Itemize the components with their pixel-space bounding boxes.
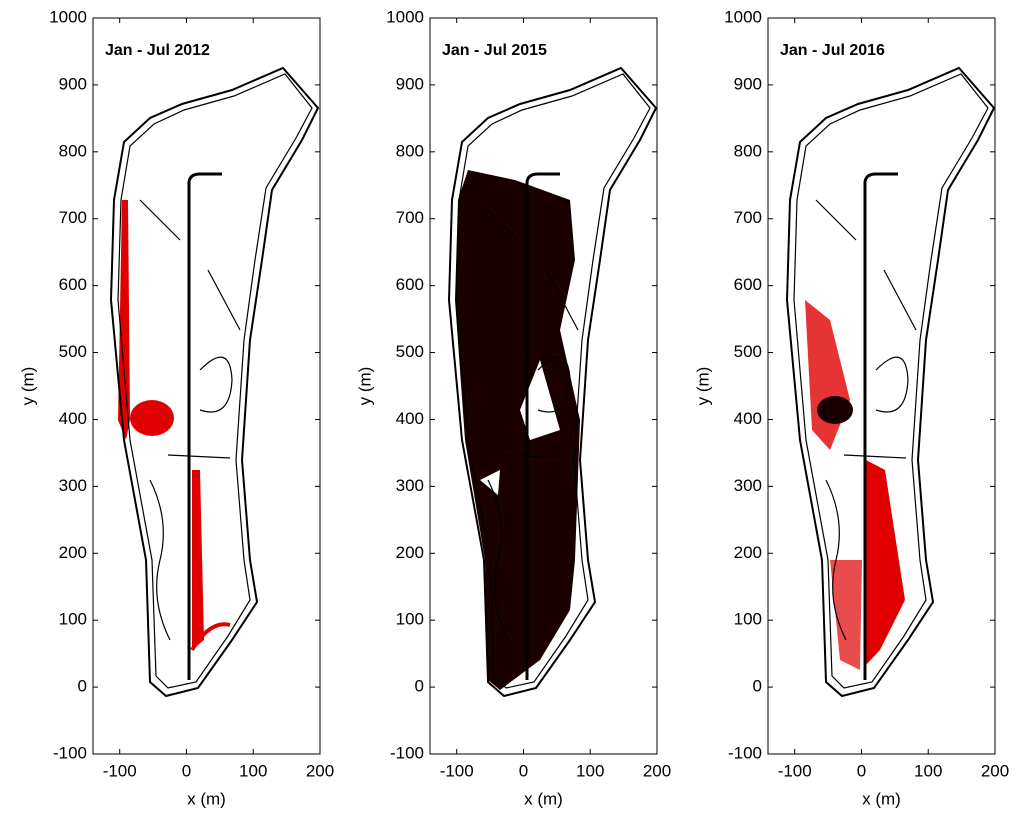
y-tick-label: 800 xyxy=(59,141,87,160)
y-tick-label: 400 xyxy=(59,409,87,428)
x-tick-label: -100 xyxy=(103,761,137,780)
plot-frame xyxy=(429,17,658,755)
x-tick-label: 0 xyxy=(182,761,191,780)
x-tick-label: 200 xyxy=(981,761,1009,780)
plot-frame xyxy=(767,17,996,755)
y-tick-label: 1000 xyxy=(386,7,424,26)
y-tick-label: 0 xyxy=(753,677,762,696)
y-tick-label: 200 xyxy=(396,543,424,562)
x-axis-label: x (m) xyxy=(187,789,226,808)
y-tick-label: -100 xyxy=(53,743,87,762)
plot-frame xyxy=(92,17,321,755)
panel-2016-fill xyxy=(805,300,905,670)
panel-2015-fill xyxy=(455,170,580,690)
y-axis-label: y (m) xyxy=(355,367,374,406)
x-axis-label: x (m) xyxy=(862,789,901,808)
y-tick-label: 500 xyxy=(396,342,424,361)
y-tick-label: 500 xyxy=(734,342,762,361)
x-tick-label: 100 xyxy=(576,761,604,780)
x-tick-label: -100 xyxy=(778,761,812,780)
x-tick-label: 200 xyxy=(306,761,334,780)
panel-title: Jan - Jul 2016 xyxy=(780,42,885,59)
y-tick-label: 300 xyxy=(734,476,762,495)
island-outline xyxy=(109,66,320,698)
y-tick-label: 500 xyxy=(59,342,87,361)
y-tick-label: 400 xyxy=(396,409,424,428)
y-tick-label: 0 xyxy=(78,677,87,696)
y-axis-label: y (m) xyxy=(693,367,712,406)
x-axis-label: x (m) xyxy=(524,789,563,808)
y-tick-label: 700 xyxy=(59,208,87,227)
y-tick-label: 200 xyxy=(59,543,87,562)
x-tick-label: -100 xyxy=(440,761,474,780)
y-tick-label: 400 xyxy=(734,409,762,428)
x-tick-label: 100 xyxy=(239,761,267,780)
y-tick-label: -100 xyxy=(390,743,424,762)
y-tick-label: 1000 xyxy=(724,7,762,26)
y-tick-label: 600 xyxy=(396,275,424,294)
y-tick-label: 600 xyxy=(59,275,87,294)
x-tick-label: 200 xyxy=(643,761,671,780)
y-tick-label: 100 xyxy=(396,610,424,629)
x-tick-label: 0 xyxy=(519,761,528,780)
y-tick-label: 800 xyxy=(734,141,762,160)
y-tick-label: 300 xyxy=(59,476,87,495)
y-tick-label: 700 xyxy=(734,208,762,227)
panel-title: Jan - Jul 2015 xyxy=(442,42,547,59)
y-tick-label: 900 xyxy=(734,74,762,93)
y-tick-label: 900 xyxy=(59,74,87,93)
y-tick-label: 0 xyxy=(415,677,424,696)
panel-2012-fill xyxy=(118,200,231,652)
y-tick-label: 100 xyxy=(59,610,87,629)
y-tick-label: -100 xyxy=(728,743,762,762)
y-tick-label: 700 xyxy=(396,208,424,227)
x-tick-label: 0 xyxy=(857,761,866,780)
y-tick-label: 100 xyxy=(734,610,762,629)
y-axis-label: y (m) xyxy=(18,367,37,406)
panel-title: Jan - Jul 2012 xyxy=(105,42,210,59)
y-tick-label: 900 xyxy=(396,74,424,93)
y-tick-label: 200 xyxy=(734,543,762,562)
x-tick-label: 100 xyxy=(914,761,942,780)
y-tick-label: 600 xyxy=(734,275,762,294)
y-tick-label: 300 xyxy=(396,476,424,495)
y-tick-label: 1000 xyxy=(49,7,87,26)
y-tick-label: 800 xyxy=(396,141,424,160)
